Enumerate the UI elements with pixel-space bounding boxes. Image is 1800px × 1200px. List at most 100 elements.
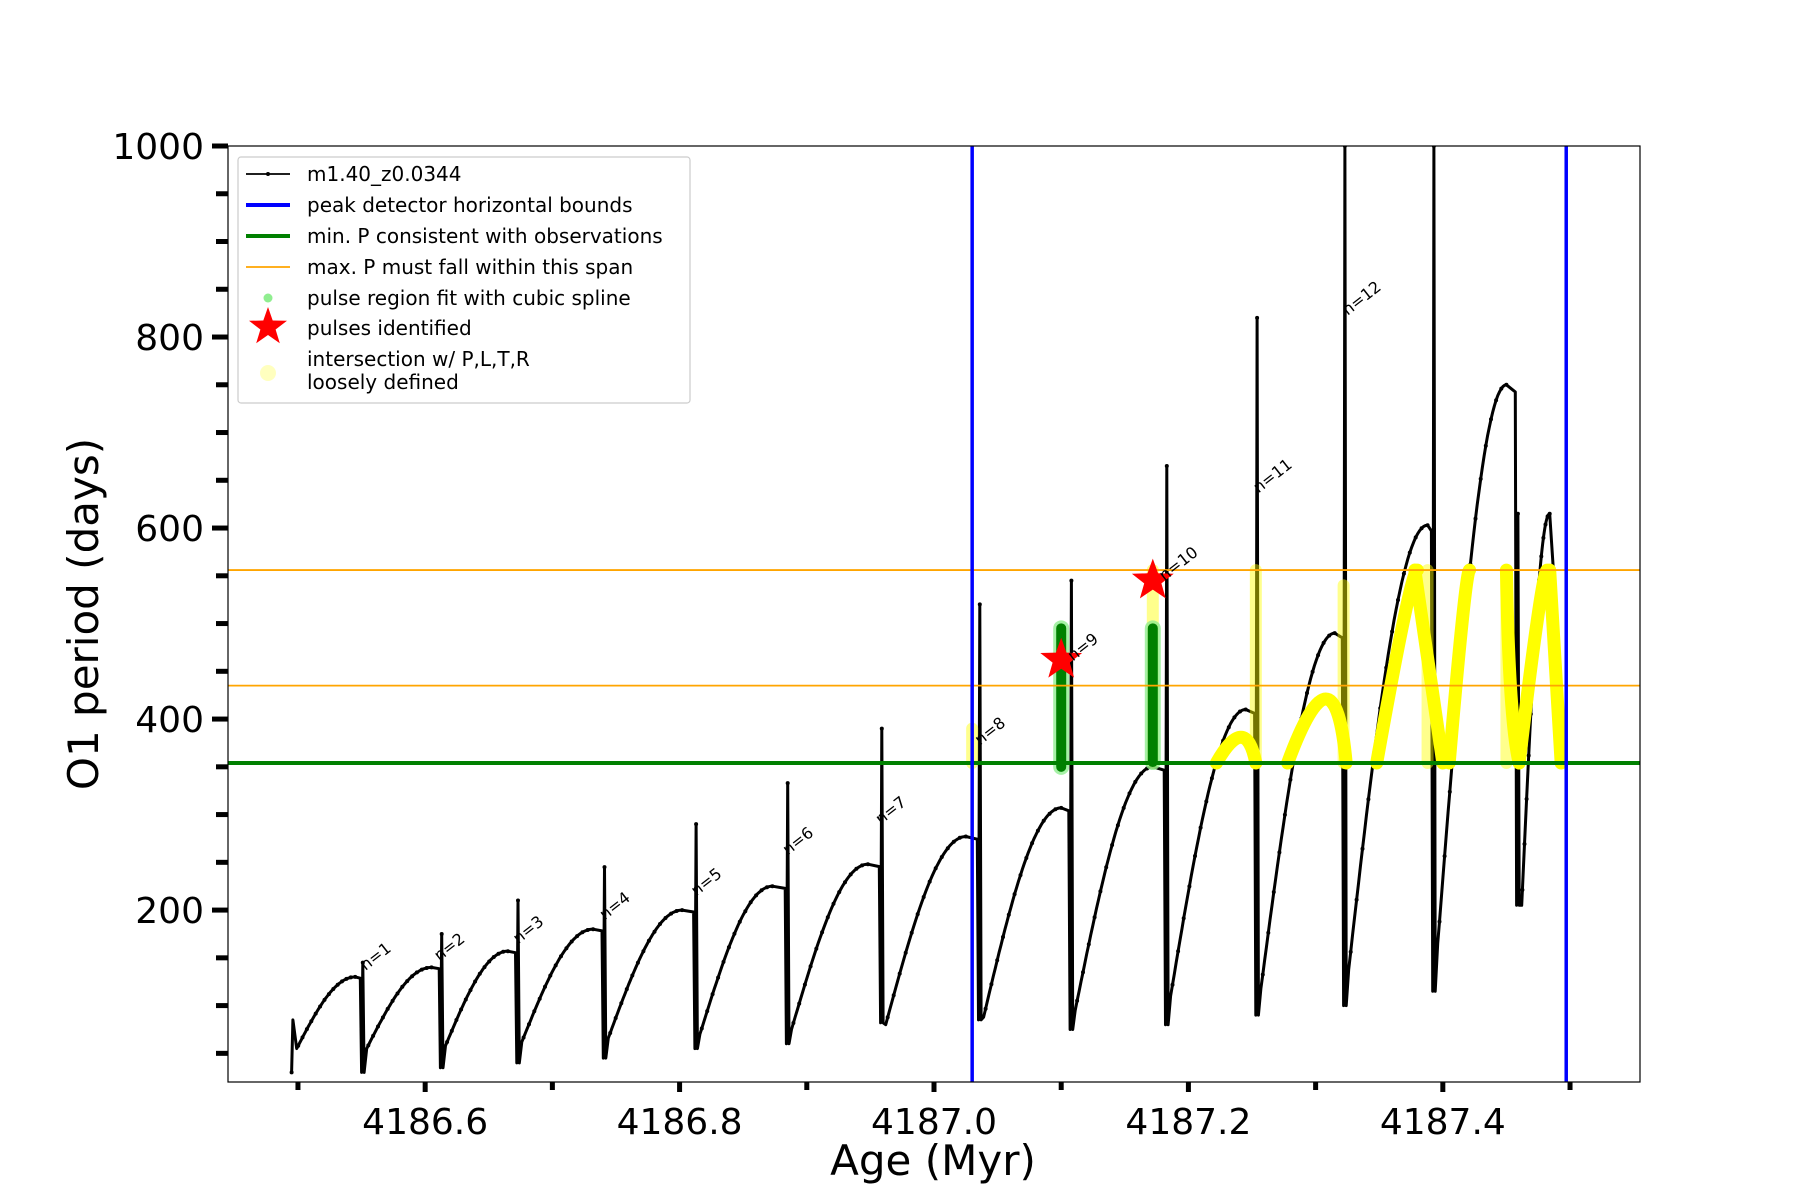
series-point bbox=[737, 919, 742, 924]
series-point bbox=[1098, 889, 1103, 894]
series-point bbox=[802, 982, 807, 987]
series-point bbox=[1260, 972, 1265, 977]
series-point bbox=[791, 1021, 796, 1025]
legend-entry-min-period: min. P consistent with observations bbox=[246, 224, 663, 248]
series-point bbox=[459, 1007, 464, 1012]
series-point bbox=[726, 945, 731, 950]
series-point bbox=[732, 931, 737, 936]
series-point bbox=[1504, 382, 1509, 387]
series-point bbox=[663, 916, 668, 920]
series-point bbox=[390, 998, 395, 1003]
legend-label-max-period: max. P must fall within this span bbox=[307, 255, 633, 279]
y-tick-label: 200 bbox=[135, 891, 204, 932]
series-point bbox=[977, 602, 982, 607]
intersection-arc bbox=[1512, 563, 1554, 770]
y-tick-label: 600 bbox=[135, 509, 204, 550]
series-point bbox=[1238, 709, 1242, 714]
series-point bbox=[487, 959, 492, 964]
series-point bbox=[1316, 653, 1321, 658]
legend-box bbox=[237, 156, 691, 404]
series-point bbox=[903, 950, 908, 955]
intersection-arc bbox=[1209, 730, 1263, 770]
series-point bbox=[1271, 890, 1276, 894]
series-point bbox=[814, 946, 819, 951]
series-point bbox=[1226, 725, 1231, 730]
series-point bbox=[1092, 915, 1097, 920]
series-point bbox=[1437, 919, 1442, 924]
series-point bbox=[1473, 516, 1478, 521]
series-point bbox=[1310, 669, 1315, 674]
x-tick-label: 4187.2 bbox=[1125, 1102, 1251, 1143]
series-point bbox=[532, 1009, 537, 1014]
series-point bbox=[1483, 443, 1488, 448]
series-point bbox=[1115, 823, 1120, 828]
series-point bbox=[569, 939, 574, 944]
series-point bbox=[989, 982, 994, 987]
series-point bbox=[820, 930, 825, 935]
series-point bbox=[580, 930, 585, 935]
series-point bbox=[289, 1070, 294, 1075]
series-point bbox=[410, 974, 415, 979]
intersection-arc bbox=[1543, 563, 1568, 770]
series-point bbox=[1419, 526, 1424, 531]
series-point bbox=[885, 1015, 890, 1020]
series-point bbox=[468, 988, 473, 993]
series-point bbox=[1407, 550, 1412, 555]
series-point bbox=[1133, 779, 1138, 784]
series-point bbox=[963, 834, 968, 839]
series-point bbox=[759, 888, 764, 893]
y-axis-title: O1 period (days) bbox=[59, 438, 108, 790]
series-point bbox=[1541, 535, 1546, 540]
series-point bbox=[1489, 417, 1493, 422]
series-point bbox=[1075, 998, 1080, 1003]
series-point bbox=[1081, 970, 1085, 975]
series-point bbox=[1277, 850, 1282, 855]
series-point bbox=[1030, 841, 1035, 846]
series-point bbox=[313, 1011, 318, 1016]
series-point bbox=[331, 987, 336, 991]
series-point bbox=[1187, 884, 1192, 889]
series-point bbox=[482, 965, 487, 970]
series-point bbox=[400, 984, 405, 989]
series-point bbox=[1127, 791, 1132, 796]
series-point bbox=[1499, 386, 1504, 391]
intersection-arc bbox=[1408, 563, 1450, 770]
intersection-arc bbox=[1281, 692, 1353, 770]
series-point bbox=[385, 1006, 390, 1011]
series-point bbox=[1327, 633, 1332, 638]
series-point bbox=[1442, 854, 1447, 859]
series-point bbox=[1041, 818, 1046, 823]
legend-entry-intersection: intersection w/ P,L,T,R loosely defined bbox=[260, 347, 530, 394]
series-point bbox=[699, 1026, 704, 1031]
y-tick-label: 400 bbox=[135, 700, 204, 741]
series-point bbox=[716, 975, 721, 980]
pulse-number-label: n=4 bbox=[595, 888, 633, 924]
y-tick-label: 800 bbox=[135, 318, 204, 359]
series-point bbox=[1547, 511, 1552, 516]
series-point bbox=[1360, 846, 1365, 851]
series-point bbox=[831, 901, 836, 906]
series-point bbox=[496, 951, 501, 956]
series-point bbox=[1494, 398, 1499, 403]
series-point bbox=[1053, 807, 1058, 812]
series-point bbox=[630, 973, 635, 978]
series-point bbox=[1086, 942, 1091, 947]
series-point bbox=[1181, 916, 1186, 921]
series-line-track bbox=[290, 146, 1568, 1074]
series-point bbox=[344, 976, 349, 981]
series-point bbox=[1164, 464, 1169, 468]
series-point bbox=[548, 973, 553, 978]
x-axis-title: Age (Myr) bbox=[830, 1136, 1036, 1185]
series-point bbox=[591, 927, 596, 932]
series-point bbox=[743, 909, 748, 914]
series-point bbox=[1255, 315, 1260, 320]
series-point bbox=[1515, 511, 1520, 516]
series-point bbox=[602, 865, 607, 870]
pulse-number-label: n=5 bbox=[687, 864, 725, 900]
series-point bbox=[1396, 598, 1400, 602]
series-point bbox=[854, 866, 859, 871]
y-tick-label: 1000 bbox=[112, 127, 204, 168]
x-tick-label: 4187.4 bbox=[1380, 1102, 1506, 1143]
series-point bbox=[879, 726, 884, 731]
series-point bbox=[1193, 854, 1197, 858]
